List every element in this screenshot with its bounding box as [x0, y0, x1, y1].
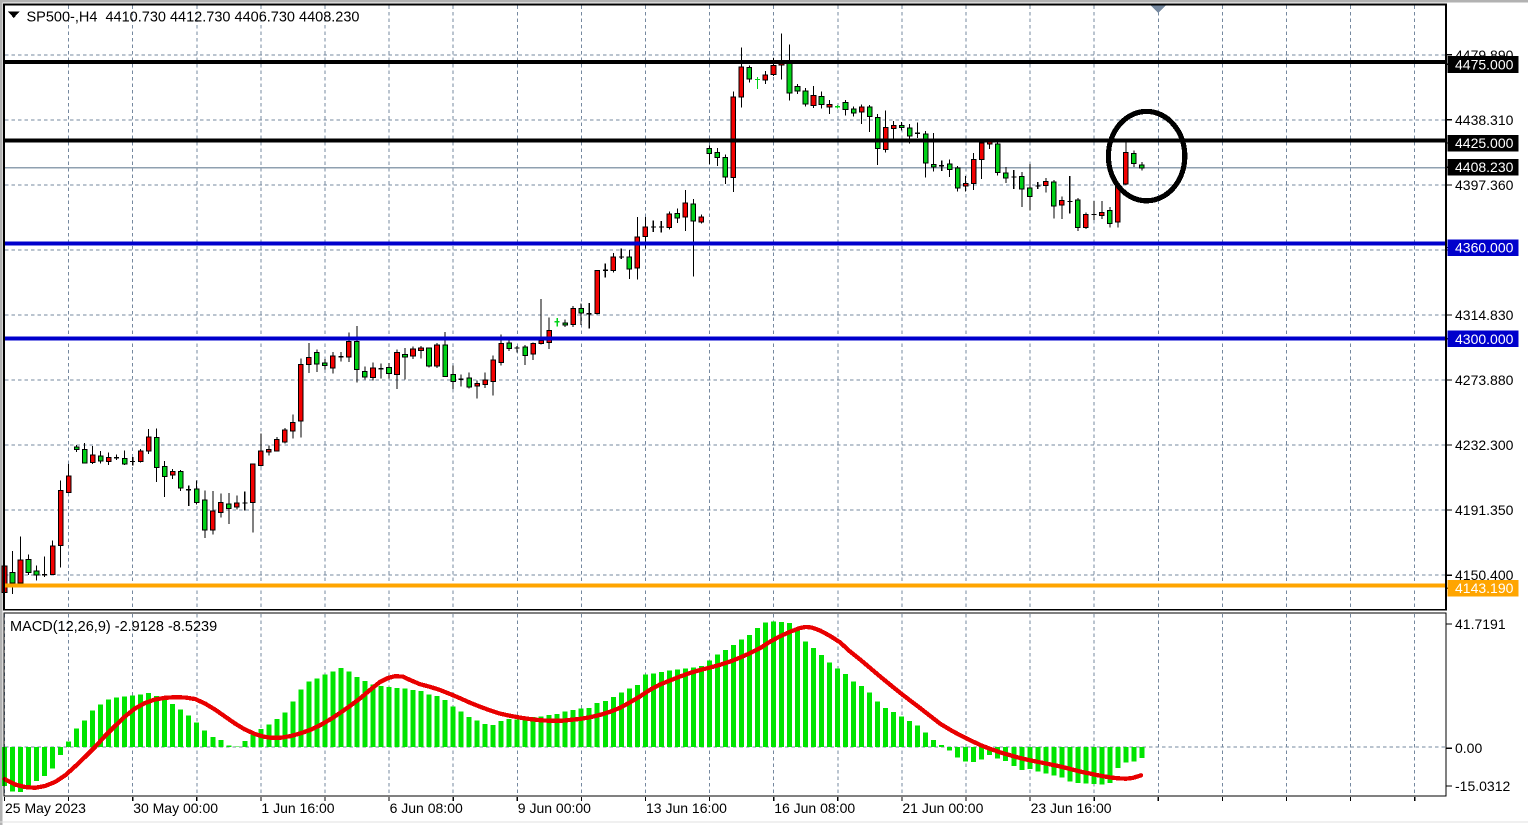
- svg-text:21 Jun 00:00: 21 Jun 00:00: [902, 800, 983, 816]
- svg-text:4150.400: 4150.400: [1455, 567, 1514, 583]
- svg-text:4232.300: 4232.300: [1455, 437, 1514, 453]
- svg-text:4273.880: 4273.880: [1455, 372, 1514, 388]
- svg-text:9 Jun 00:00: 9 Jun 00:00: [518, 800, 591, 816]
- svg-text:4397.360: 4397.360: [1455, 177, 1514, 193]
- svg-text:13 Jun 16:00: 13 Jun 16:00: [646, 800, 727, 816]
- svg-text:1 Jun 16:00: 1 Jun 16:00: [261, 800, 334, 816]
- svg-text:4360.000: 4360.000: [1455, 240, 1514, 256]
- svg-text:4143.190: 4143.190: [1455, 580, 1514, 596]
- svg-text:23 Jun 16:00: 23 Jun 16:00: [1031, 800, 1112, 816]
- svg-text:4300.000: 4300.000: [1455, 331, 1514, 347]
- svg-text:41.7191: 41.7191: [1455, 616, 1506, 632]
- svg-text:SP500-,H4 4410.730 4412.730 4: SP500-,H4 4410.730 4412.730 4406.730 440…: [27, 10, 360, 26]
- svg-text:25 May 2023: 25 May 2023: [5, 800, 86, 816]
- svg-text:MACD(12,26,9) -2.9128 -8.5239: MACD(12,26,9) -2.9128 -8.5239: [10, 619, 217, 635]
- svg-text:4425.000: 4425.000: [1455, 135, 1514, 151]
- svg-text:-15.0312: -15.0312: [1455, 778, 1510, 794]
- svg-text:4314.830: 4314.830: [1455, 307, 1514, 323]
- svg-text:4438.310: 4438.310: [1455, 112, 1514, 128]
- svg-text:16 Jun 08:00: 16 Jun 08:00: [774, 800, 855, 816]
- svg-text:30 May 00:00: 30 May 00:00: [133, 800, 218, 816]
- svg-text:4408.230: 4408.230: [1455, 159, 1514, 175]
- svg-text:6 Jun 08:00: 6 Jun 08:00: [390, 800, 463, 816]
- svg-text:4475.000: 4475.000: [1455, 57, 1514, 73]
- svg-text:4191.350: 4191.350: [1455, 502, 1514, 518]
- svg-text:0.00: 0.00: [1455, 740, 1482, 756]
